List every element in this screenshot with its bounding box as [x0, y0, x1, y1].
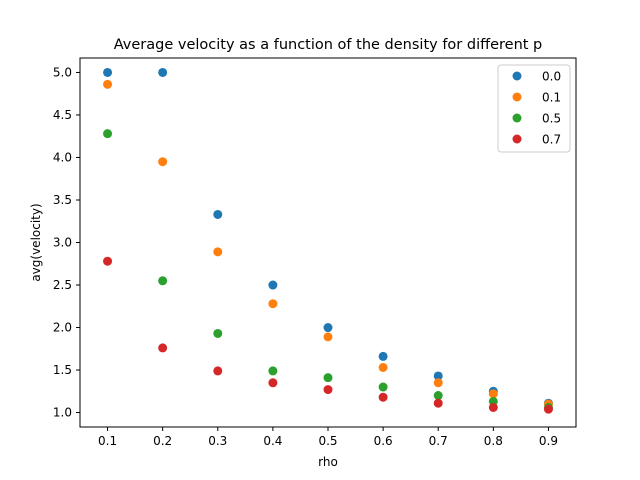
data-point: [433, 398, 443, 408]
x-tick-label: 0.3: [208, 434, 227, 448]
y-tick-label: 1.5: [53, 363, 72, 377]
data-point: [378, 351, 388, 361]
legend-label: 0.5: [542, 112, 561, 126]
data-point: [268, 299, 278, 309]
x-tick-label: 0.8: [484, 434, 503, 448]
data-points: [103, 67, 553, 414]
data-point: [433, 378, 443, 388]
data-point: [323, 332, 333, 342]
y-tick-label: 4.0: [53, 150, 72, 164]
data-point: [213, 209, 223, 219]
x-tick-label: 0.2: [153, 434, 172, 448]
x-tick-label: 0.7: [429, 434, 448, 448]
data-point: [158, 157, 168, 167]
legend-box: [497, 64, 571, 153]
data-point: [158, 67, 168, 77]
data-point: [323, 385, 333, 395]
x-axis: 0.1 0.2 0.3 0.4 0.5 0.6 0.7 0.8 0.9: [98, 427, 558, 448]
data-point: [378, 362, 388, 372]
series-0.1: [103, 79, 553, 409]
y-axis-label: avg(velocity): [29, 203, 43, 281]
data-point: [213, 247, 223, 257]
data-point: [268, 280, 278, 290]
data-point: [268, 378, 278, 388]
chart-title: Average velocity as a function of the de…: [114, 37, 543, 53]
y-tick-label: 4.5: [53, 108, 72, 122]
data-point: [323, 373, 333, 383]
x-tick-label: 0.9: [539, 434, 558, 448]
x-tick-label: 0.1: [98, 434, 117, 448]
y-tick-label: 2.5: [53, 278, 72, 292]
data-point: [488, 389, 498, 399]
series-0.0: [103, 67, 553, 408]
data-point: [433, 391, 443, 401]
data-point: [323, 323, 333, 333]
legend-marker: [512, 92, 522, 102]
series-0.7: [103, 256, 553, 414]
data-point: [543, 404, 553, 414]
legend-marker: [512, 113, 522, 123]
legend-marker: [512, 134, 522, 144]
y-tick-label: 2.0: [53, 321, 72, 335]
legend-items: 0.0 0.1 0.5 0.7: [512, 70, 561, 147]
legend-label: 0.0: [542, 70, 561, 84]
data-point: [378, 382, 388, 392]
legend-label: 0.1: [542, 91, 561, 105]
x-tick-label: 0.6: [374, 434, 393, 448]
data-point: [103, 256, 113, 266]
data-point: [213, 328, 223, 338]
legend-label: 0.7: [542, 133, 561, 147]
x-tick-label: 0.4: [263, 434, 282, 448]
y-tick-label: 1.0: [53, 406, 72, 420]
data-point: [378, 392, 388, 402]
y-tick-label: 5.0: [53, 65, 72, 79]
x-tick-label: 0.5: [318, 434, 337, 448]
data-point: [488, 402, 498, 412]
data-point: [158, 276, 168, 286]
series-0.5: [103, 129, 553, 412]
data-point: [103, 129, 113, 139]
legend-marker: [512, 71, 522, 81]
data-point: [213, 366, 223, 376]
y-axis: 1.0 1.5 2.0 2.5 3.0 3.5 4.0 4.5 5.0: [53, 65, 80, 420]
data-point: [268, 366, 278, 376]
y-tick-label: 3.0: [53, 236, 72, 250]
data-point: [103, 79, 113, 89]
legend: 0.0 0.1 0.5 0.7: [497, 64, 571, 153]
y-tick-label: 3.5: [53, 193, 72, 207]
data-point: [433, 371, 443, 381]
x-axis-label: rho: [318, 455, 338, 469]
data-point: [158, 343, 168, 353]
data-point: [103, 67, 113, 77]
